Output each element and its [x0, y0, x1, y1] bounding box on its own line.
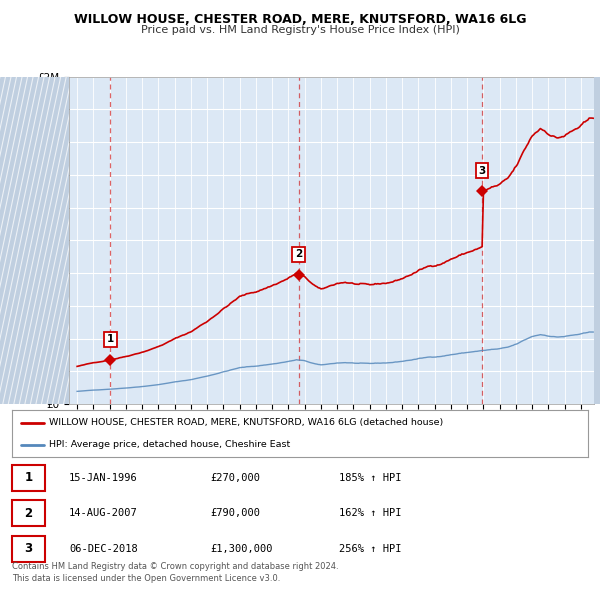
Text: 256% ↑ HPI: 256% ↑ HPI	[339, 543, 401, 553]
Text: 3: 3	[25, 542, 32, 555]
Text: 06-DEC-2018: 06-DEC-2018	[69, 543, 138, 553]
Text: 162% ↑ HPI: 162% ↑ HPI	[339, 508, 401, 518]
Text: HPI: Average price, detached house, Cheshire East: HPI: Average price, detached house, Ches…	[49, 440, 290, 449]
Text: Contains HM Land Registry data © Crown copyright and database right 2024.
This d: Contains HM Land Registry data © Crown c…	[12, 562, 338, 583]
Text: 15-JAN-1996: 15-JAN-1996	[69, 473, 138, 483]
Text: WILLOW HOUSE, CHESTER ROAD, MERE, KNUTSFORD, WA16 6LG (detached house): WILLOW HOUSE, CHESTER ROAD, MERE, KNUTSF…	[49, 418, 443, 427]
Text: £1,300,000: £1,300,000	[210, 543, 272, 553]
Text: 14-AUG-2007: 14-AUG-2007	[69, 508, 138, 518]
Text: WILLOW HOUSE, CHESTER ROAD, MERE, KNUTSFORD, WA16 6LG: WILLOW HOUSE, CHESTER ROAD, MERE, KNUTSF…	[74, 13, 526, 26]
Text: 185% ↑ HPI: 185% ↑ HPI	[339, 473, 401, 483]
Text: 1: 1	[107, 335, 114, 345]
Text: £270,000: £270,000	[210, 473, 260, 483]
Text: 1: 1	[25, 471, 32, 484]
Text: £790,000: £790,000	[210, 508, 260, 518]
Text: Price paid vs. HM Land Registry's House Price Index (HPI): Price paid vs. HM Land Registry's House …	[140, 25, 460, 35]
Text: 2: 2	[25, 507, 32, 520]
Text: 2: 2	[295, 249, 302, 259]
Text: 3: 3	[479, 166, 486, 176]
